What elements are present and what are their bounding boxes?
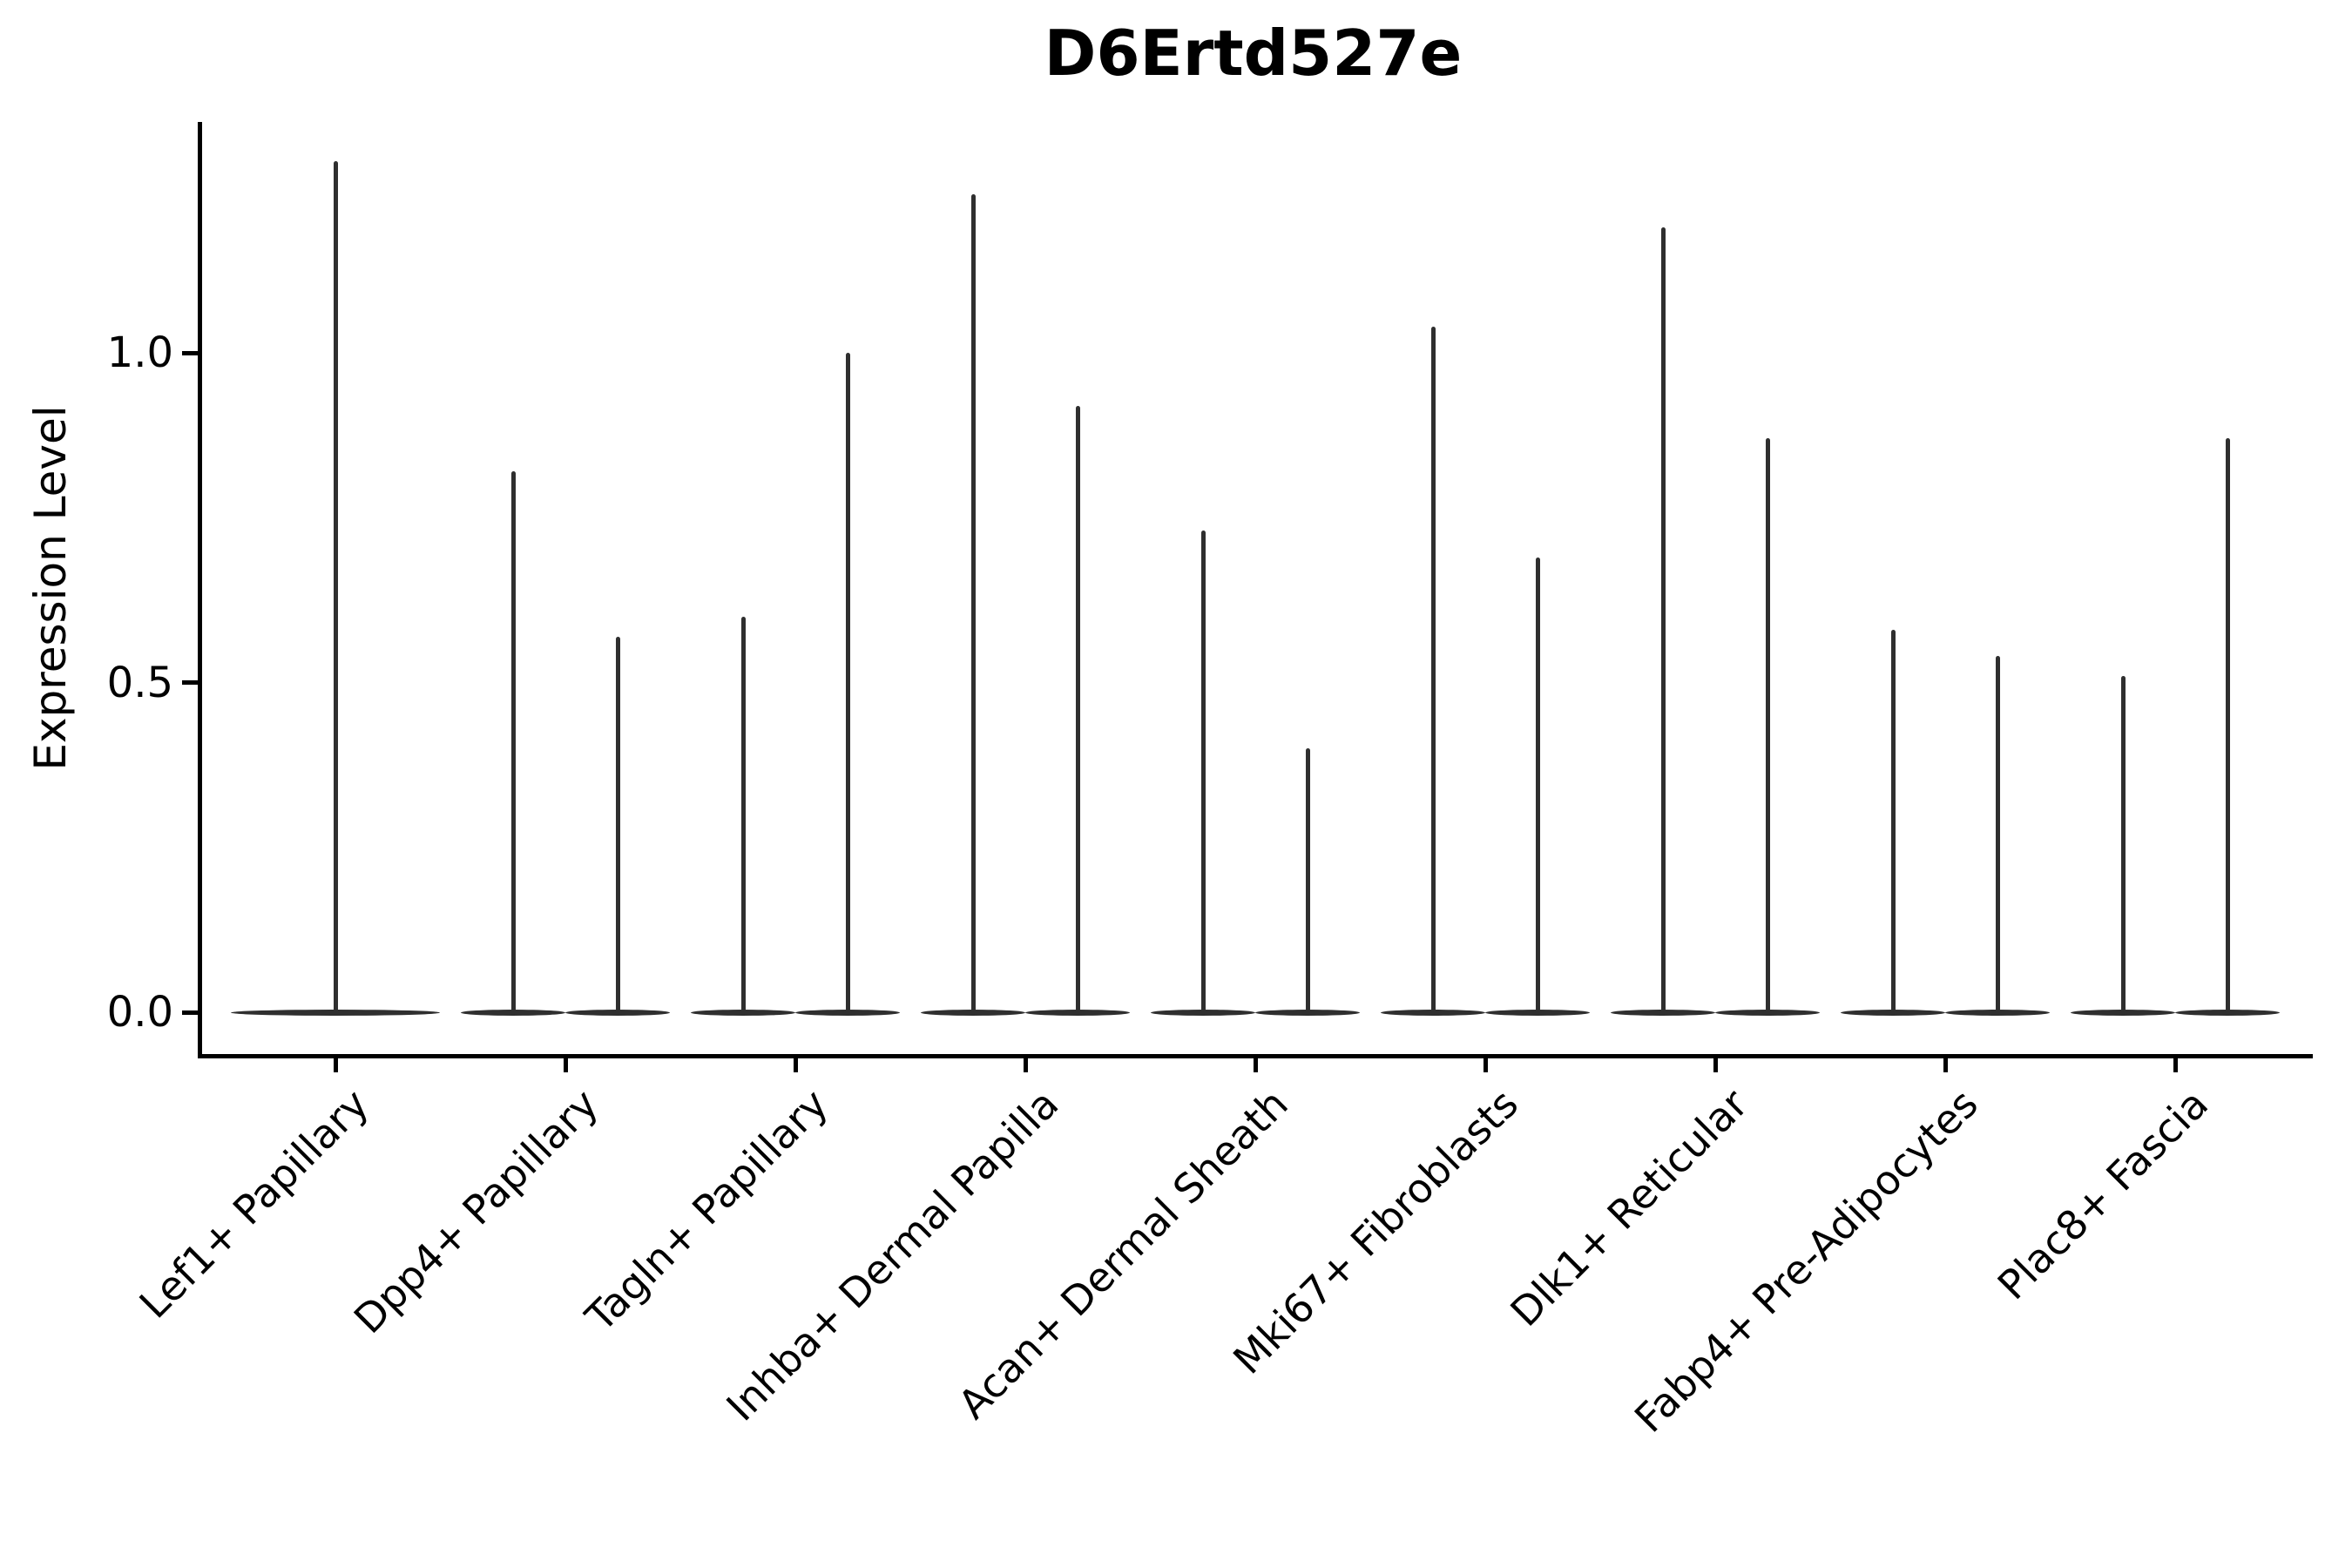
violin-base [1255, 1009, 1360, 1016]
y-tick-mark [182, 680, 198, 685]
violin-base [795, 1009, 900, 1016]
x-tick-label: Tagln+ Papillary [577, 1079, 838, 1341]
violin-spike [2120, 675, 2126, 1012]
violin-base [1485, 1009, 1590, 1016]
x-tick-label: Dlk1+ Reticular [1501, 1079, 1758, 1336]
violin-spike [1535, 557, 1540, 1012]
violin-spike [1430, 326, 1436, 1012]
violin-base [691, 1009, 795, 1016]
violin-spike [845, 353, 850, 1012]
violin-base [1945, 1009, 2050, 1016]
violin-base [921, 1009, 1025, 1016]
violin-base [2175, 1009, 2280, 1016]
violin-spike [1890, 629, 1896, 1012]
violin-spike [615, 636, 620, 1012]
y-tick-mark [182, 1010, 198, 1015]
violin-spike [740, 616, 746, 1012]
x-tick-mark [2173, 1058, 2178, 1072]
violin-base [1841, 1009, 1945, 1016]
violin-spike [1660, 227, 1666, 1012]
y-axis-label: Expression Level [25, 405, 76, 771]
y-tick-label: 0.5 [106, 658, 173, 707]
violin-base [461, 1009, 565, 1016]
x-tick-label: Dpp4+ Papillary [344, 1079, 608, 1343]
violin-base [1715, 1009, 1820, 1016]
violin-base [231, 1009, 440, 1016]
violin-base [1151, 1009, 1255, 1016]
x-tick-mark [1713, 1058, 1718, 1072]
y-tick-mark [182, 350, 198, 355]
violin-base [1025, 1009, 1130, 1016]
y-tick-label: 1.0 [106, 328, 173, 377]
violin-spike [1200, 531, 1206, 1012]
violin-base [2071, 1009, 2175, 1016]
x-tick-label: Lef1+ Papillary [130, 1079, 378, 1328]
violin-spike [1995, 656, 2000, 1012]
x-tick-label: Plac8+ Fascia [1988, 1079, 2218, 1309]
plot-title: D6Ertd527e [1044, 17, 1463, 90]
x-tick-mark [563, 1058, 568, 1072]
y-tick-label: 0.0 [106, 988, 173, 1037]
violin-spike [510, 471, 516, 1012]
violin-base [1381, 1009, 1485, 1016]
plot-area [198, 122, 2313, 1058]
x-tick-mark [1943, 1058, 1948, 1072]
x-tick-mark [333, 1058, 338, 1072]
x-tick-mark [1023, 1058, 1028, 1072]
violin-spike [2225, 438, 2230, 1012]
violin-spike [970, 194, 976, 1012]
violin-base [1611, 1009, 1715, 1016]
violin-spike [1305, 748, 1310, 1012]
x-tick-mark [1483, 1058, 1488, 1072]
violin-spike [1075, 405, 1080, 1012]
violin-base [565, 1009, 670, 1016]
x-tick-mark [1253, 1058, 1258, 1072]
violin-spike [1765, 438, 1770, 1012]
violin-spike [333, 161, 338, 1012]
x-tick-mark [793, 1058, 798, 1072]
